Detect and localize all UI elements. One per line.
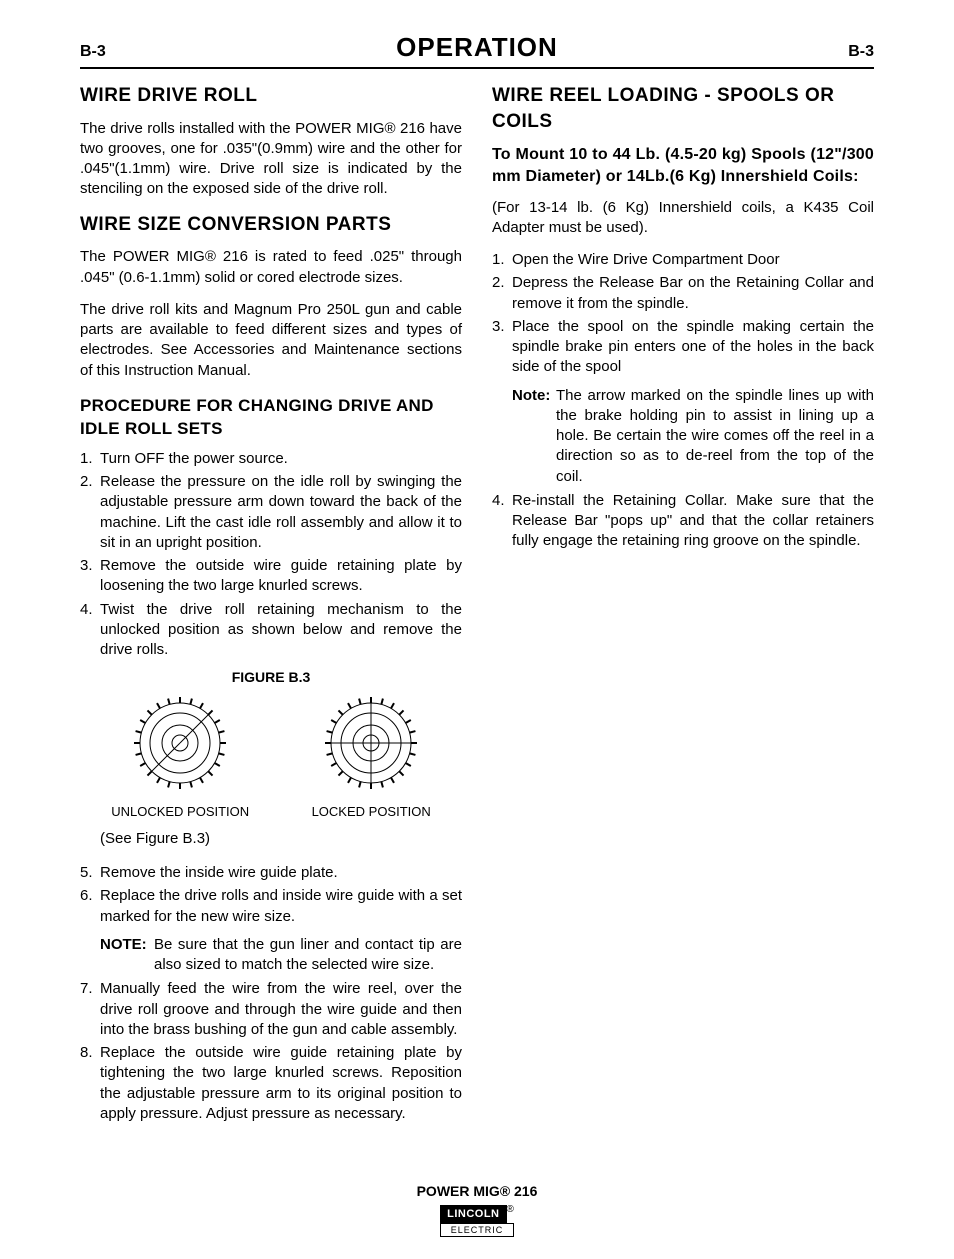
registered-icon: ®: [507, 1204, 514, 1215]
paragraph: The POWER MIG® 216 is rated to feed .025…: [80, 247, 462, 288]
right-column: WIRE REEL LOADING - SPOOLS OR COILS To M…: [492, 77, 874, 1132]
step-text: Turn OFF the power source.: [100, 449, 462, 469]
gear-locked-icon: [316, 693, 426, 793]
list-item: 1.Turn OFF the power source.: [80, 449, 462, 469]
note-label: Note:: [512, 386, 556, 487]
see-figure-ref: (See Figure B.3): [100, 829, 462, 849]
step-text: Release the pressure on the idle roll by…: [100, 472, 462, 553]
figure-locked: LOCKED POSITION: [312, 693, 431, 821]
list-item: 2.Release the pressure on the idle roll …: [80, 472, 462, 553]
list-item: 1.Open the Wire Drive Compartment Door: [492, 250, 874, 270]
lincoln-logo: LINCOLN® ELECTRIC: [440, 1203, 514, 1237]
page-code-right: B-3: [848, 41, 874, 63]
list-item: 3.Place the spool on the spindle making …: [492, 317, 874, 378]
step-text: Replace the drive rolls and inside wire …: [100, 886, 462, 927]
brand-top: LINCOLN: [440, 1205, 506, 1224]
left-column: WIRE DRIVE ROLL The drive rolls installe…: [80, 77, 462, 1132]
step-number: 3.: [492, 317, 512, 378]
step-number: 1.: [80, 449, 100, 469]
paragraph: (For 13-14 lb. (6 Kg) Innershield coils,…: [492, 198, 874, 239]
figure-row: UNLOCKED POSITION LOCKED POSITION: [80, 693, 462, 821]
heading-wire-size-conversion: WIRE SIZE CONVERSION PARTS: [80, 212, 462, 238]
step-number: 2.: [80, 472, 100, 553]
step-text: Twist the drive roll retaining mechanism…: [100, 600, 462, 661]
step-text: Open the Wire Drive Compartment Door: [512, 250, 874, 270]
steps-list-r1: 1.Open the Wire Drive Compartment Door2.…: [492, 250, 874, 378]
list-item: 4.Twist the drive roll retaining mechani…: [80, 600, 462, 661]
list-item: 4.Re-install the Retaining Collar. Make …: [492, 491, 874, 552]
step-text: Replace the outside wire guide retaining…: [100, 1043, 462, 1124]
heading-procedure-changing: PROCEDURE FOR CHANGING DRIVE AND IDLE RO…: [80, 395, 462, 441]
list-item: 8.Replace the outside wire guide retaini…: [80, 1043, 462, 1124]
step-number: 3.: [80, 556, 100, 597]
step-text: Place the spool on the spindle making ce…: [512, 317, 874, 378]
note-block: Note: The arrow marked on the spindle li…: [492, 386, 874, 487]
note-label: NOTE:: [100, 935, 154, 976]
figure-unlocked: UNLOCKED POSITION: [111, 693, 249, 821]
step-number: 7.: [80, 979, 100, 1040]
step-text: Remove the outside wire guide retaining …: [100, 556, 462, 597]
footer-product: POWER MIG® 216: [80, 1182, 874, 1201]
locked-label: LOCKED POSITION: [312, 803, 431, 821]
list-item: 6.Replace the drive rolls and inside wir…: [80, 886, 462, 927]
step-number: 2.: [492, 273, 512, 314]
steps-list-a: 1.Turn OFF the power source.2.Release th…: [80, 449, 462, 661]
list-item: 3.Remove the outside wire guide retainin…: [80, 556, 462, 597]
note-text: The arrow marked on the spindle lines up…: [556, 386, 874, 487]
steps-list-b: 5.Remove the inside wire guide plate.6.R…: [80, 863, 462, 927]
step-number: 4.: [492, 491, 512, 552]
paragraph: The drive roll kits and Magnum Pro 250L …: [80, 300, 462, 381]
page-title: OPERATION: [396, 30, 558, 65]
gear-unlocked-icon: [125, 693, 235, 793]
step-text: Re-install the Retaining Collar. Make su…: [512, 491, 874, 552]
step-number: 5.: [80, 863, 100, 883]
unlocked-label: UNLOCKED POSITION: [111, 803, 249, 821]
note-text: Be sure that the gun liner and contact t…: [154, 935, 462, 976]
figure-caption: FIGURE B.3: [80, 668, 462, 687]
page-code-left: B-3: [80, 41, 106, 63]
content-columns: WIRE DRIVE ROLL The drive rolls installe…: [80, 77, 874, 1132]
heading-wire-reel-loading: WIRE REEL LOADING - SPOOLS OR COILS: [492, 83, 874, 134]
step-text: Depress the Release Bar on the Retaining…: [512, 273, 874, 314]
page-header: B-3 OPERATION B-3: [80, 30, 874, 69]
steps-list-r2: 4.Re-install the Retaining Collar. Make …: [492, 491, 874, 552]
paragraph: The drive rolls installed with the POWER…: [80, 119, 462, 200]
steps-list-c: 7.Manually feed the wire from the wire r…: [80, 979, 462, 1124]
step-number: 8.: [80, 1043, 100, 1124]
step-number: 6.: [80, 886, 100, 927]
page-footer: POWER MIG® 216 LINCOLN® ELECTRIC: [80, 1182, 874, 1239]
note-block: NOTE: Be sure that the gun liner and con…: [80, 935, 462, 976]
subheading-mount-spools: To Mount 10 to 44 Lb. (4.5-20 kg) Spools…: [492, 144, 874, 187]
list-item: 7.Manually feed the wire from the wire r…: [80, 979, 462, 1040]
step-text: Manually feed the wire from the wire ree…: [100, 979, 462, 1040]
step-text: Remove the inside wire guide plate.: [100, 863, 462, 883]
list-item: 5.Remove the inside wire guide plate.: [80, 863, 462, 883]
heading-wire-drive-roll: WIRE DRIVE ROLL: [80, 83, 462, 109]
step-number: 4.: [80, 600, 100, 661]
step-number: 1.: [492, 250, 512, 270]
list-item: 2.Depress the Release Bar on the Retaini…: [492, 273, 874, 314]
